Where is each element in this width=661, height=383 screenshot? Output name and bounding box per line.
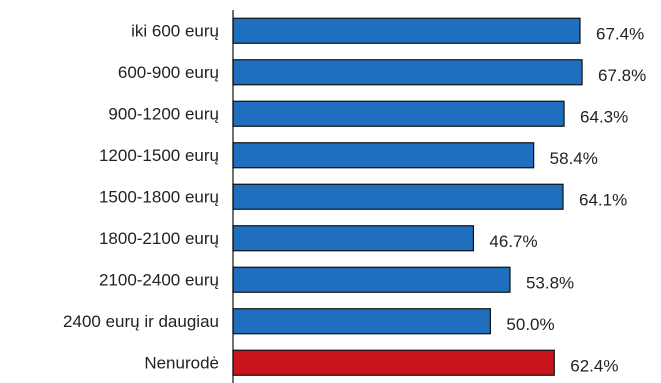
bar (232, 17, 581, 44)
data-label: 53.8% (526, 273, 574, 292)
bar (232, 59, 583, 86)
category-label: Nenurodė (144, 353, 219, 372)
bar (232, 183, 564, 210)
category-labels: iki 600 eurų 600-900 eurų 900-1200 eurų 120… (63, 21, 219, 372)
bar (232, 100, 565, 127)
category-label: iki 600 eurų (131, 21, 219, 40)
bar (232, 225, 475, 252)
category-label: 2400 eurų ir daugiau (63, 312, 219, 331)
category-label: 900-1200 eurų (108, 104, 219, 123)
category-label: 1200-1500 eurų (99, 146, 219, 165)
value-labels: 67.4% 67.8% 64.3% 58.4% 64.1% 46.7% 53.8% 50.0%… (489, 24, 646, 375)
bars (232, 17, 583, 376)
category-label: 2100-2400 eurų (99, 270, 219, 289)
data-label: 46.7% (489, 232, 537, 251)
category-label: 1800-2100 eurų (99, 229, 219, 248)
bar (232, 266, 511, 293)
data-label: 62.4% (570, 356, 618, 375)
data-label: 58.4% (550, 149, 598, 168)
data-label: 50.0% (506, 315, 554, 334)
bar (232, 142, 535, 169)
data-label: 64.3% (580, 107, 628, 126)
bar (232, 349, 555, 376)
bar (232, 308, 492, 335)
category-label: 1500-1800 eurų (99, 187, 219, 206)
data-label: 67.4% (596, 24, 644, 43)
data-label: 64.1% (579, 190, 627, 209)
category-label: 600-900 eurų (118, 63, 219, 82)
data-label: 67.8% (598, 66, 646, 85)
